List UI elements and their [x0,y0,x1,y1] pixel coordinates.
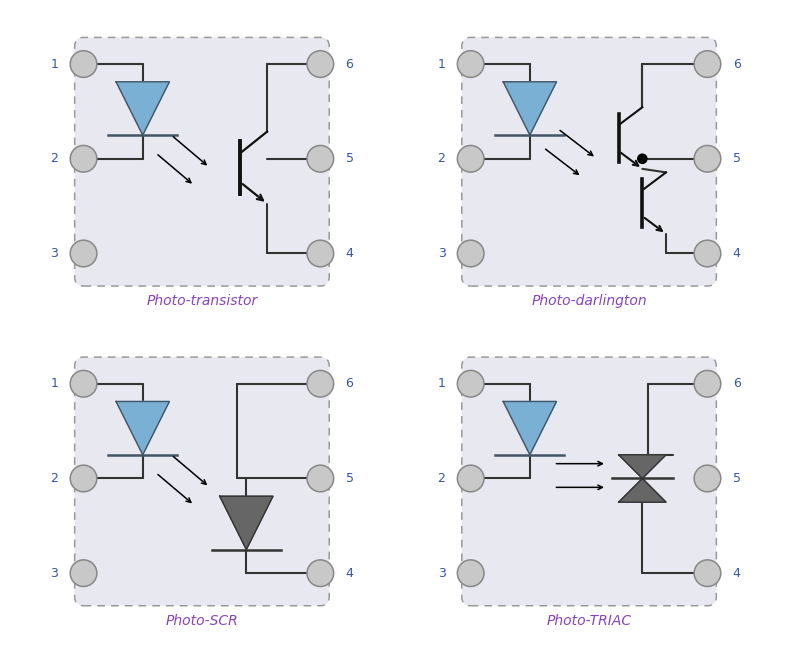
Circle shape [307,145,334,172]
Circle shape [637,153,648,164]
Circle shape [70,560,97,586]
Circle shape [694,145,721,172]
Circle shape [457,465,484,492]
Polygon shape [503,82,557,135]
Text: 5: 5 [732,472,740,485]
Text: 6: 6 [732,58,740,71]
FancyBboxPatch shape [74,37,329,286]
Circle shape [307,240,334,267]
Text: 6: 6 [346,58,354,71]
Circle shape [694,560,721,586]
Circle shape [70,465,97,492]
Circle shape [694,240,721,267]
FancyBboxPatch shape [462,37,717,286]
Text: 4: 4 [732,247,740,260]
FancyBboxPatch shape [74,357,329,606]
Circle shape [694,371,721,397]
Text: 2: 2 [437,152,445,165]
Circle shape [70,240,97,267]
Text: 2: 2 [437,472,445,485]
Text: Photo-transistor: Photo-transistor [146,294,258,308]
Text: 4: 4 [732,567,740,580]
Text: 6: 6 [346,377,354,390]
Circle shape [70,50,97,77]
Circle shape [694,465,721,492]
Text: 2: 2 [51,472,59,485]
Circle shape [457,145,484,172]
Polygon shape [220,496,273,550]
Polygon shape [116,402,169,455]
Text: 1: 1 [51,58,59,71]
Text: Photo-darlington: Photo-darlington [532,294,647,308]
Text: 5: 5 [346,152,354,165]
Text: 3: 3 [51,247,59,260]
Circle shape [70,371,97,397]
Text: 6: 6 [732,377,740,390]
Text: 1: 1 [51,377,59,390]
Polygon shape [619,478,666,502]
Text: 4: 4 [346,247,354,260]
Circle shape [457,371,484,397]
Circle shape [307,560,334,586]
Text: 4: 4 [346,567,354,580]
Circle shape [307,371,334,397]
Text: 3: 3 [51,567,59,580]
Text: 5: 5 [732,152,740,165]
Circle shape [307,465,334,492]
Text: 3: 3 [437,567,445,580]
FancyBboxPatch shape [462,357,717,606]
Text: Photo-SCR: Photo-SCR [165,614,238,627]
Text: 1: 1 [437,377,445,390]
Circle shape [70,145,97,172]
Text: 2: 2 [51,152,59,165]
Polygon shape [116,82,169,135]
Polygon shape [503,402,557,455]
Text: 3: 3 [437,247,445,260]
Text: 5: 5 [346,472,354,485]
Circle shape [457,560,484,586]
Circle shape [457,240,484,267]
Circle shape [694,50,721,77]
Text: Photo-TRIAC: Photo-TRIAC [547,614,632,627]
Text: 1: 1 [437,58,445,71]
Circle shape [307,50,334,77]
Circle shape [457,50,484,77]
Polygon shape [619,455,666,478]
